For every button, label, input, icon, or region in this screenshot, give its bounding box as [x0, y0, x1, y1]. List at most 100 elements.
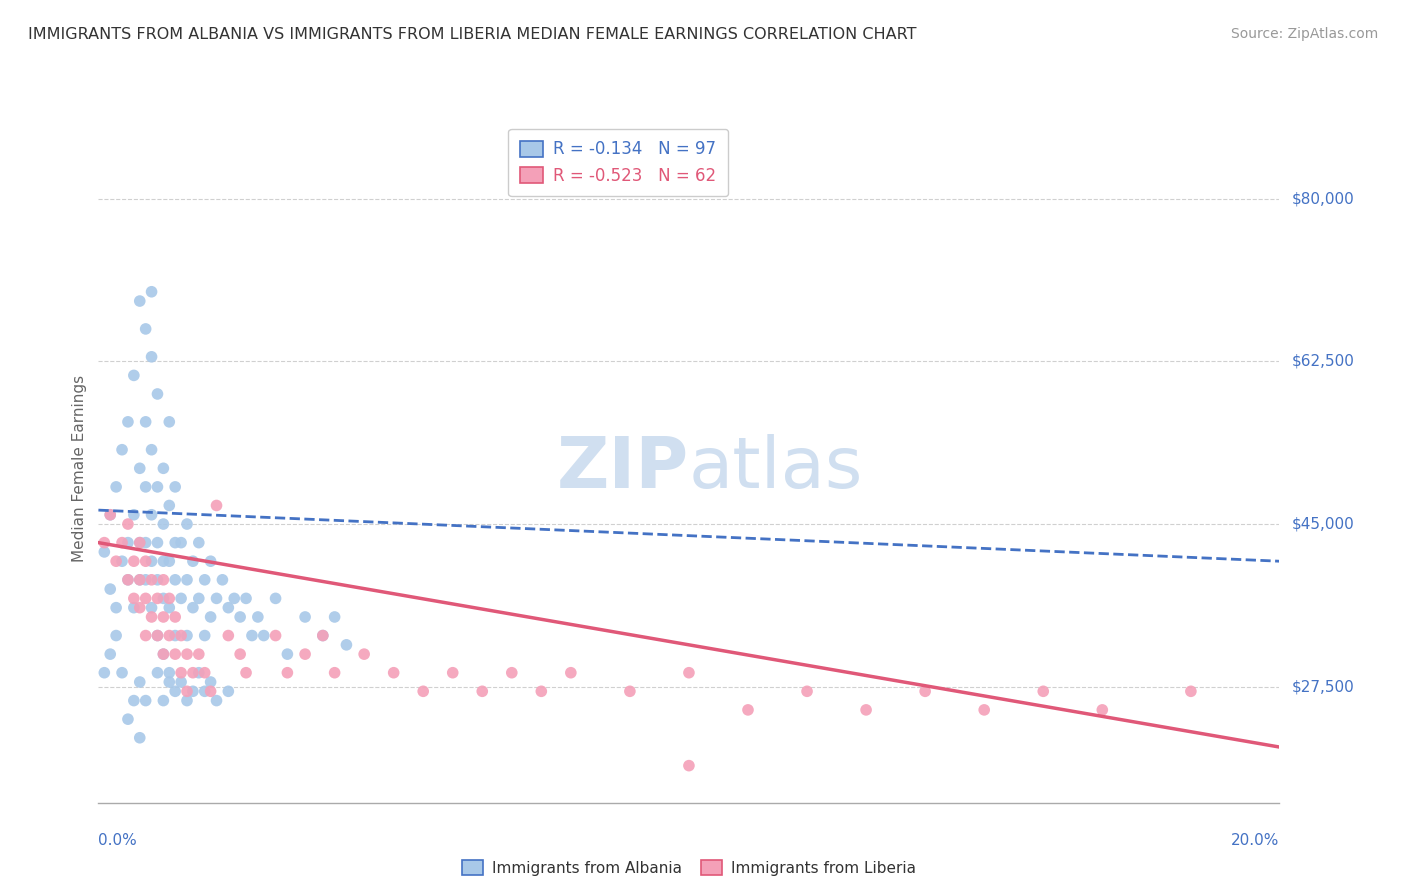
Point — [165, 535, 187, 549]
Point — [122, 554, 145, 568]
Point — [560, 665, 582, 680]
Point — [117, 517, 139, 532]
Point — [146, 573, 169, 587]
Point — [246, 610, 269, 624]
Point — [105, 628, 128, 642]
Point — [737, 703, 759, 717]
Point — [146, 665, 169, 680]
Point — [152, 647, 174, 661]
Point — [678, 758, 700, 772]
Point — [141, 442, 163, 457]
Point — [128, 461, 150, 475]
Point — [353, 647, 375, 661]
Point — [1091, 703, 1114, 717]
Point — [200, 684, 222, 698]
Text: atlas: atlas — [689, 434, 863, 503]
Point — [229, 647, 252, 661]
Point — [181, 665, 204, 680]
Point — [187, 591, 209, 606]
Legend: Immigrants from Albania, Immigrants from Liberia: Immigrants from Albania, Immigrants from… — [456, 855, 922, 882]
Point — [181, 554, 204, 568]
Point — [194, 628, 217, 642]
Point — [294, 610, 316, 624]
Point — [194, 573, 217, 587]
Point — [135, 480, 157, 494]
Point — [176, 573, 198, 587]
Point — [122, 508, 145, 522]
Point — [264, 591, 287, 606]
Point — [205, 499, 228, 513]
Point — [122, 368, 145, 383]
Point — [146, 387, 169, 401]
Point — [170, 675, 193, 690]
Point — [111, 535, 134, 549]
Point — [152, 610, 174, 624]
Point — [152, 461, 174, 475]
Point — [146, 535, 169, 549]
Point — [678, 665, 700, 680]
Point — [152, 591, 174, 606]
Point — [141, 610, 163, 624]
Point — [165, 573, 187, 587]
Point — [141, 554, 163, 568]
Point — [128, 535, 150, 549]
Point — [146, 628, 169, 642]
Point — [973, 703, 995, 717]
Point — [157, 591, 180, 606]
Point — [98, 508, 121, 522]
Point — [111, 442, 134, 457]
Point — [170, 535, 193, 549]
Point — [157, 628, 180, 642]
Point — [152, 517, 174, 532]
Point — [217, 684, 239, 698]
Text: $45,000: $45,000 — [1291, 516, 1354, 532]
Point — [181, 600, 204, 615]
Point — [165, 684, 187, 698]
Point — [229, 610, 252, 624]
Point — [141, 350, 163, 364]
Text: IMMIGRANTS FROM ALBANIA VS IMMIGRANTS FROM LIBERIA MEDIAN FEMALE EARNINGS CORREL: IMMIGRANTS FROM ALBANIA VS IMMIGRANTS FR… — [28, 27, 917, 42]
Point — [176, 693, 198, 707]
Point — [205, 693, 228, 707]
Point — [165, 480, 187, 494]
Point — [200, 610, 222, 624]
Point — [176, 684, 198, 698]
Point — [235, 665, 257, 680]
Point — [117, 573, 139, 587]
Point — [135, 322, 157, 336]
Point — [194, 665, 217, 680]
Text: 0.0%: 0.0% — [98, 833, 138, 848]
Point — [217, 600, 239, 615]
Point — [412, 684, 434, 698]
Point — [294, 647, 316, 661]
Point — [253, 628, 276, 642]
Point — [205, 591, 228, 606]
Point — [240, 628, 263, 642]
Point — [146, 628, 169, 642]
Point — [117, 712, 139, 726]
Point — [128, 535, 150, 549]
Point — [117, 573, 139, 587]
Point — [152, 647, 174, 661]
Point — [117, 535, 139, 549]
Point — [135, 591, 157, 606]
Point — [111, 554, 134, 568]
Point — [217, 628, 239, 642]
Point — [165, 647, 187, 661]
Point — [157, 499, 180, 513]
Text: $62,500: $62,500 — [1291, 354, 1354, 369]
Point — [194, 684, 217, 698]
Point — [141, 600, 163, 615]
Point — [264, 628, 287, 642]
Point — [211, 573, 233, 587]
Point — [93, 535, 115, 549]
Point — [530, 684, 553, 698]
Point — [235, 591, 257, 606]
Point — [157, 600, 180, 615]
Point — [135, 693, 157, 707]
Point — [128, 294, 150, 309]
Point — [105, 554, 128, 568]
Point — [200, 554, 222, 568]
Point — [335, 638, 357, 652]
Point — [98, 582, 121, 596]
